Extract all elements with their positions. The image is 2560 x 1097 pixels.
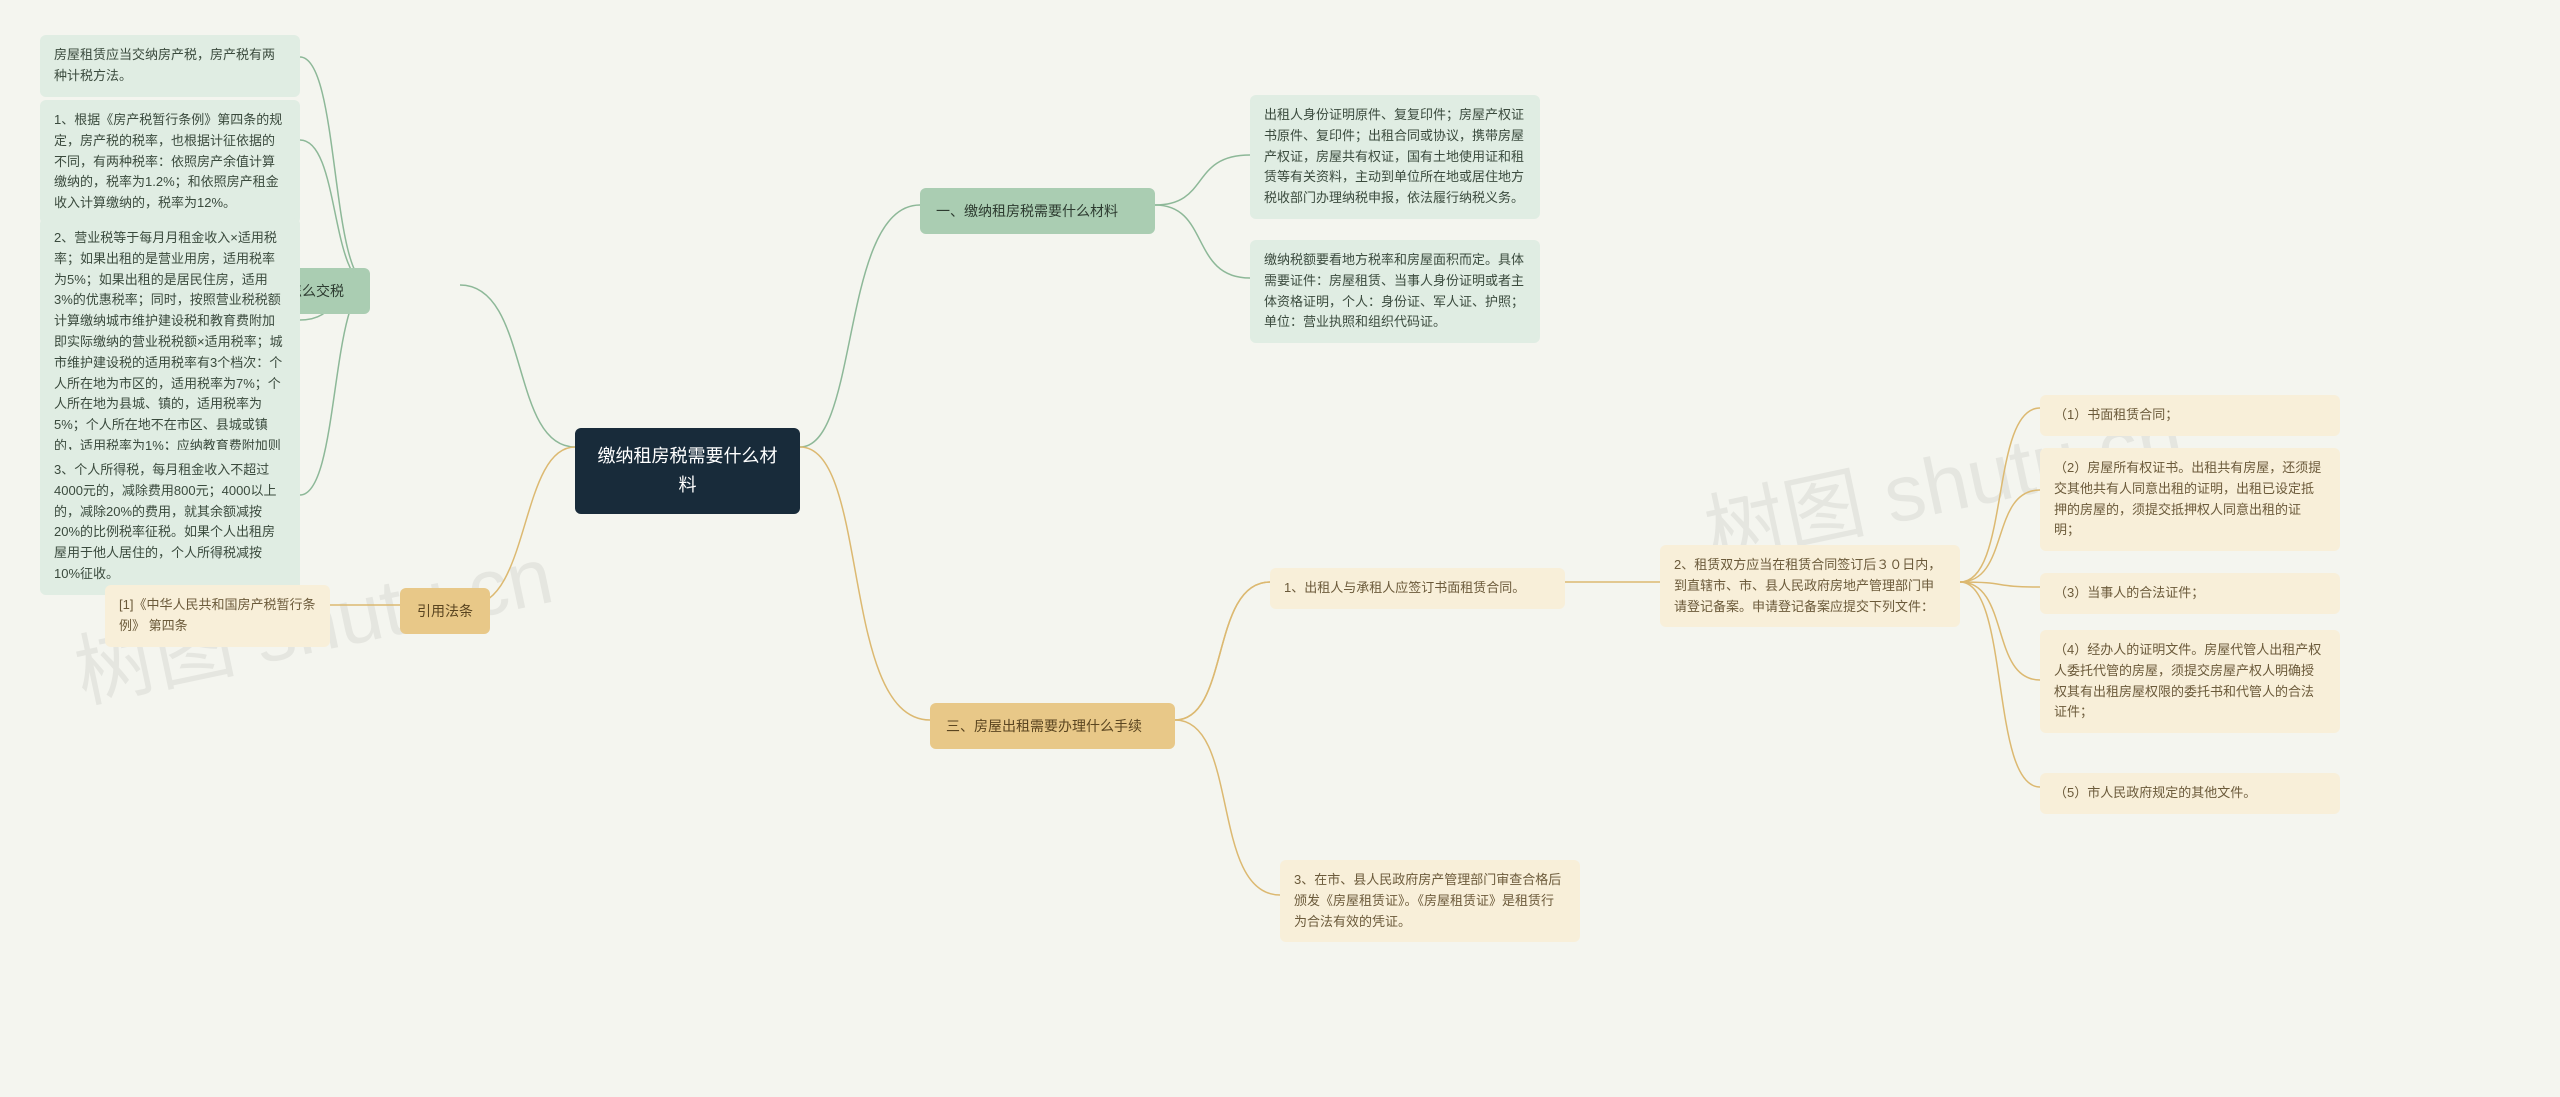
branch-1: 一、缴纳租房税需要什么材料: [920, 188, 1155, 234]
root-node: 缴纳租房税需要什么材料: [575, 428, 800, 514]
leaf-b3-3: 3、在市、县人民政府房产管理部门审查合格后颁发《房屋租赁证》。《房屋租赁证》是租…: [1280, 860, 1580, 942]
leaf-b3-2-1: （1）书面租赁合同；: [2040, 395, 2340, 436]
leaf-b2-1: 房屋租赁应当交纳房产税，房产税有两种计税方法。: [40, 35, 300, 97]
leaf-b2-3: 2、营业税等于每月月租金收入×适用税率；如果出租的是营业用房，适用税率为5%；如…: [40, 218, 300, 488]
leaf-b3-2: 2、租赁双方应当在租赁合同签订后３０日内，到直辖市、市、县人民政府房地产管理部门…: [1660, 545, 1960, 627]
leaf-b3-2-5: （5）市人民政府规定的其他文件。: [2040, 773, 2340, 814]
leaf-b3-2-4: （4）经办人的证明文件。房屋代管人出租产权人委托代管的房屋，须提交房屋产权人明确…: [2040, 630, 2340, 733]
branch-3: 三、房屋出租需要办理什么手续: [930, 703, 1175, 749]
leaf-b2-4: 3、个人所得税，每月租金收入不超过4000元的，减除费用800元；4000以上的…: [40, 450, 300, 595]
leaf-b4-1: [1]《中华人民共和国房产税暂行条例》 第四条: [105, 585, 330, 647]
leaf-b3-1: 1、出租人与承租人应签订书面租赁合同。: [1270, 568, 1565, 609]
leaf-b3-2-3: （3）当事人的合法证件；: [2040, 573, 2340, 614]
branch-4: 引用法条: [400, 588, 490, 634]
leaf-b2-2: 1、根据《房产税暂行条例》第四条的规定，房产税的税率，也根据计征依据的不同，有两…: [40, 100, 300, 224]
leaf-b3-2-2: （2）房屋所有权证书。出租共有房屋，还须提交其他共有人同意出租的证明，出租已设定…: [2040, 448, 2340, 551]
leaf-b1-2: 缴纳税额要看地方税率和房屋面积而定。具体需要证件：房屋租赁、当事人身份证明或者主…: [1250, 240, 1540, 343]
leaf-b1-1: 出租人身份证明原件、复复印件；房屋产权证书原件、复印件；出租合同或协议，携带房屋…: [1250, 95, 1540, 219]
